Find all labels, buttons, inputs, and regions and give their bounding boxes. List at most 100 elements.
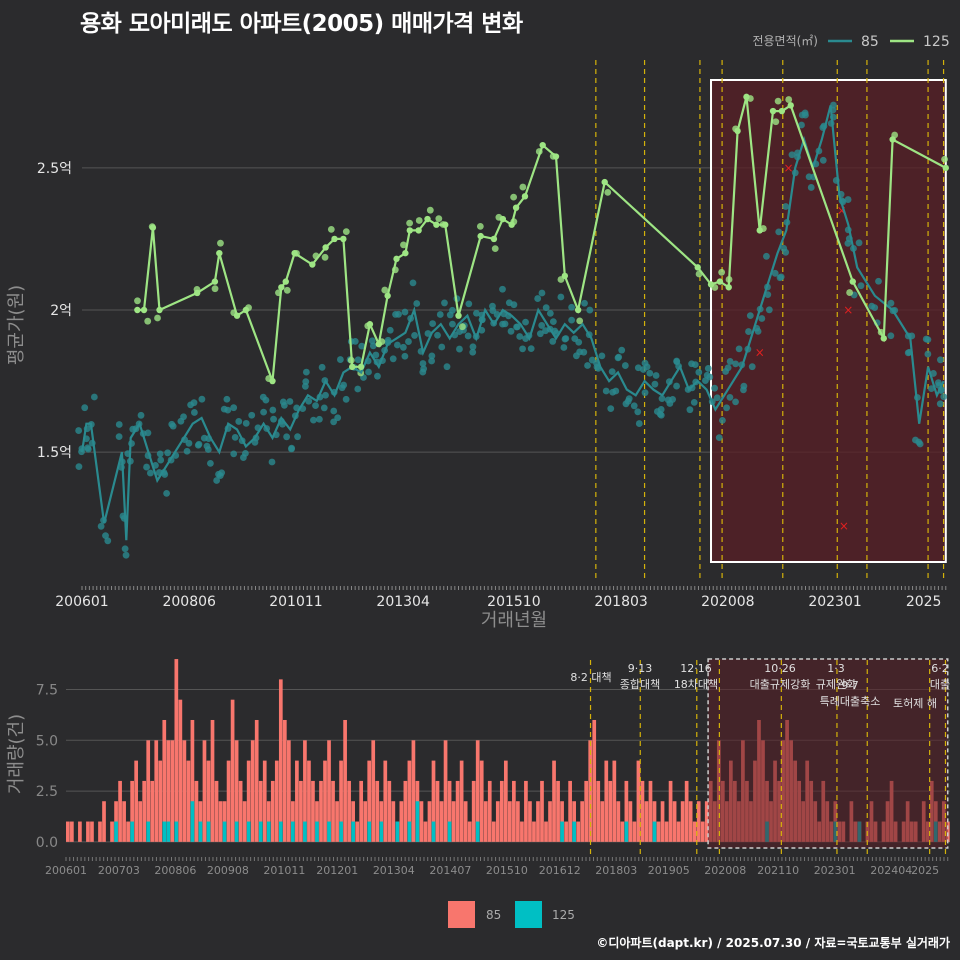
volume-bar-125 — [560, 821, 564, 842]
price-line-point-125 — [490, 235, 498, 243]
volume-bar-85 — [387, 780, 392, 842]
volume-bar-85 — [423, 821, 428, 842]
price-point-85 — [389, 355, 397, 363]
price-point-125 — [415, 217, 423, 224]
volume-bar-85 — [98, 821, 102, 842]
price-point-85 — [354, 385, 362, 393]
price-line-point-125 — [716, 278, 724, 285]
volume-bar-125 — [166, 821, 171, 842]
price-point-85 — [322, 391, 329, 399]
price-x-tick-label: 201304 — [376, 594, 430, 610]
volume-bar-85 — [311, 780, 315, 842]
price-point-125 — [321, 253, 329, 261]
price-line-point-125 — [393, 255, 400, 263]
price-point-85 — [286, 398, 294, 405]
volume-bar-85 — [825, 801, 830, 842]
price-point-85 — [198, 395, 206, 403]
price-y-tick-label: 1.5억 — [37, 445, 72, 461]
volume-bar-85 — [379, 801, 384, 842]
volume-bar-85 — [893, 821, 898, 842]
price-highlight-box — [710, 79, 947, 563]
price-point-85 — [469, 348, 477, 356]
price-point-85 — [538, 322, 546, 329]
volume-bar-85 — [925, 821, 930, 842]
price-point-85 — [746, 312, 754, 320]
price-point-85 — [658, 395, 666, 403]
volume-bar-85 — [853, 821, 858, 842]
price-point-85 — [630, 402, 638, 410]
price-line-point-125 — [415, 227, 422, 234]
price-point-85 — [401, 352, 409, 360]
price-point-85 — [419, 360, 427, 367]
price-point-85 — [936, 400, 944, 408]
price-line-point-125 — [366, 321, 374, 328]
price-point-85 — [401, 308, 409, 316]
volume-bar-85 — [214, 780, 219, 842]
volume-bar-85 — [913, 821, 918, 842]
volume-bar-85 — [126, 821, 130, 842]
volume-bar-85 — [182, 740, 187, 842]
volume-bar-85 — [837, 821, 842, 842]
volume-bar-85 — [785, 719, 789, 842]
price-line-point-125 — [694, 264, 701, 271]
volume-x-tick-label: 201612 — [539, 864, 581, 877]
price-line-point-125 — [384, 292, 391, 299]
volume-bar-85 — [516, 801, 520, 842]
volume-bar-85 — [218, 801, 223, 842]
volume-bar-85 — [427, 801, 432, 842]
price-line-point-125 — [309, 261, 316, 268]
volume-bar-85 — [556, 780, 560, 842]
volume-bar-85 — [909, 821, 914, 842]
volume-bar-85 — [584, 780, 589, 842]
volume-bar-85 — [865, 821, 870, 842]
price-x-tick-label: 201011 — [269, 594, 322, 610]
volume-bar-85 — [684, 780, 689, 842]
volume-highlight-box — [707, 658, 949, 849]
volume-bar-85 — [451, 801, 456, 842]
price-point-85 — [542, 304, 550, 312]
volume-bar-85 — [512, 780, 516, 842]
volume-bar-125 — [162, 821, 167, 842]
price-line-point-125 — [149, 224, 157, 231]
price-line-point-125 — [561, 272, 569, 280]
volume-bar-85 — [359, 780, 364, 842]
price-point-85 — [374, 372, 381, 380]
volume-bar-85 — [78, 821, 82, 842]
price-point-85 — [711, 384, 719, 392]
volume-bar-85 — [700, 821, 705, 842]
volume-bar-85 — [278, 679, 283, 842]
price-point-85 — [342, 395, 350, 403]
price-point-85 — [231, 433, 239, 441]
price-point-85 — [302, 368, 310, 376]
price-point-85 — [924, 350, 932, 358]
volume-bar-85 — [459, 760, 464, 842]
price-point-125 — [774, 97, 782, 105]
volume-bar-85 — [757, 719, 761, 842]
price-y-tick-label: 2.5억 — [37, 161, 72, 177]
price-line-point-125 — [725, 284, 732, 291]
volume-legend-label-125: 125 — [552, 908, 575, 922]
volume-annotation: 1·3 — [827, 662, 845, 675]
price-point-85 — [235, 418, 243, 425]
price-x-axis-title: 거래년월 — [481, 610, 547, 631]
price-point-85 — [121, 545, 129, 553]
volume-bar-125 — [278, 821, 283, 842]
price-line-point-125 — [322, 244, 329, 251]
price-point-85 — [242, 450, 249, 457]
price-line-point-125 — [787, 102, 794, 109]
price-marker-x: × — [839, 519, 849, 533]
price-point-85 — [338, 384, 346, 392]
price-point-85 — [75, 463, 83, 471]
volume-bar-85 — [737, 801, 741, 842]
price-point-125 — [217, 239, 224, 247]
price-point-85 — [156, 450, 164, 458]
price-point-85 — [242, 419, 250, 427]
price-point-85 — [312, 402, 319, 410]
price-point-85 — [310, 416, 317, 424]
price-point-85 — [857, 282, 865, 290]
volume-y-tick-label: 5.0 — [36, 733, 58, 749]
volume-annotation: 특례대출축소 — [820, 695, 881, 708]
price-point-85 — [122, 551, 130, 559]
price-line-point-125 — [424, 215, 431, 223]
price-point-85 — [469, 343, 477, 351]
